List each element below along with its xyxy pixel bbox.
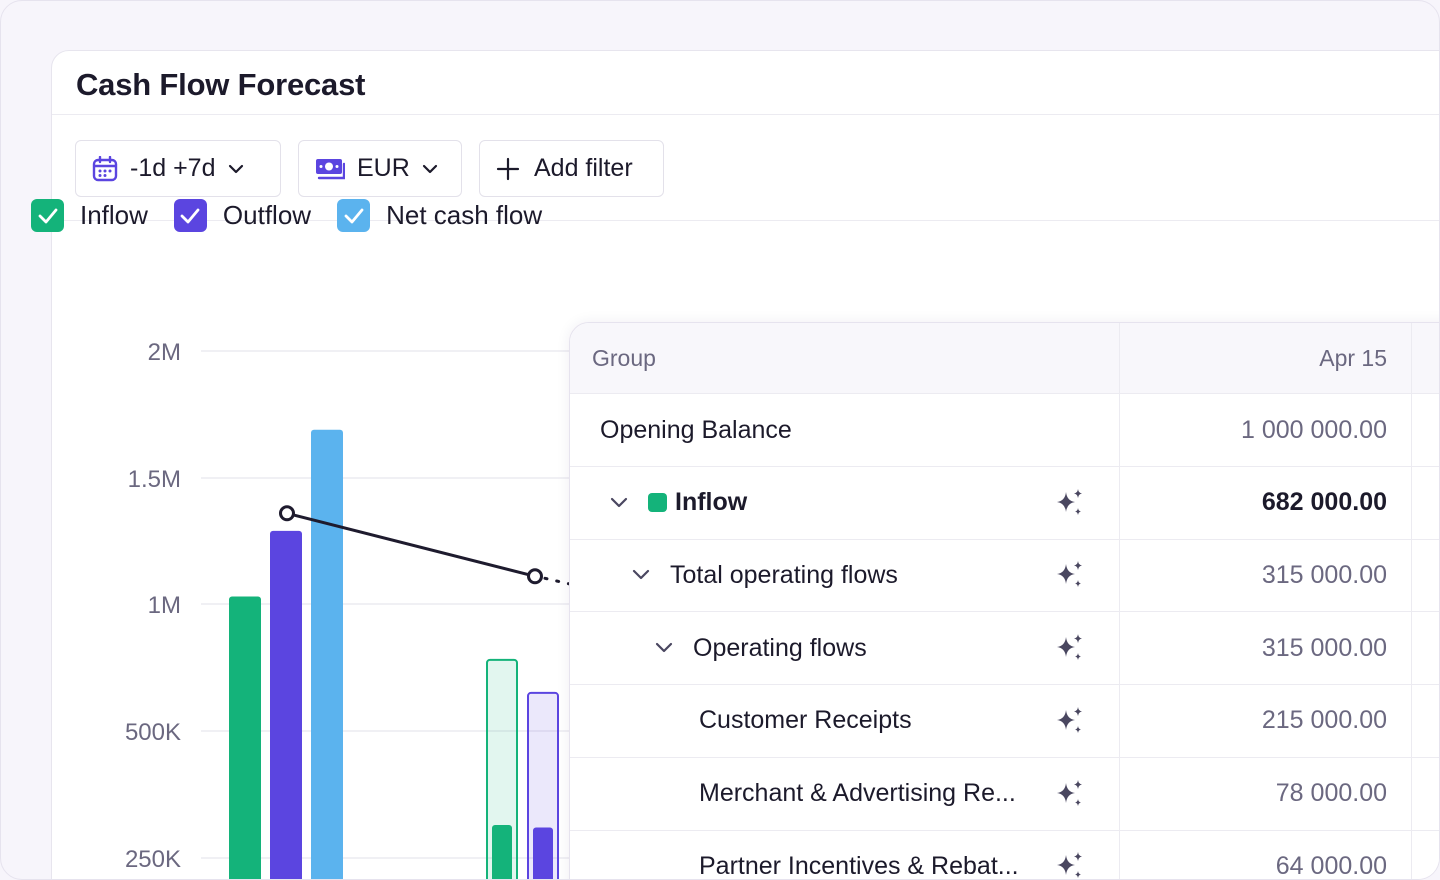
ai-sparkle-icon[interactable] (1054, 778, 1086, 810)
table-row[interactable]: Merchant & Advertising Re... 78 000.00 (570, 757, 1439, 831)
legend-item-inflow[interactable]: Inflow (31, 199, 148, 232)
table-row[interactable]: Operating flows 315 000.00 (570, 612, 1439, 686)
balance-point (279, 505, 295, 522)
legend-item-outflow[interactable]: Outflow (173, 199, 312, 232)
currency-button[interactable]: EUR (298, 140, 462, 197)
add-filter-button[interactable]: Add filter (479, 140, 664, 197)
legend-label-outflow: Outflow (222, 200, 312, 230)
table-row[interactable]: Inflow 682 000.00 (570, 466, 1439, 540)
chevron-down-icon (228, 164, 243, 173)
row-value-cell: 215 000.00 (1120, 684, 1412, 757)
date-range-button[interactable]: -1d +7d (75, 140, 281, 197)
row-label: Inflow (675, 488, 748, 517)
date-range-label: -1d +7d (130, 154, 216, 182)
row-label: Customer Receipts (699, 706, 912, 735)
ai-sparkle-icon[interactable] (1054, 632, 1086, 664)
check-icon (181, 208, 200, 223)
legend-label-inflow: Inflow (80, 200, 148, 230)
banknote-icon (316, 158, 345, 179)
y-tick-label: 1M (148, 592, 181, 619)
row-value-cell: 682 000.00 (1120, 466, 1412, 539)
legend-item-net-cash-flow[interactable]: Net cash flow (337, 199, 542, 232)
row-group-cell: Operating flows (570, 612, 1120, 685)
column-header-date[interactable]: Apr 15 (1120, 323, 1412, 393)
row-label: Partner Incentives & Rebat... (699, 851, 1019, 880)
table-row[interactable]: Total operating flows 315 000.00 (570, 539, 1439, 613)
column-header-group[interactable]: Group (570, 323, 1120, 393)
check-icon (344, 208, 363, 223)
legend-label-net-cash-flow: Net cash flow (386, 200, 543, 230)
card-header: Cash Flow Forecast (52, 51, 1439, 115)
table-row[interactable]: Opening Balance 1 000 000.00 (570, 394, 1439, 467)
check-icon (38, 208, 57, 223)
row-label: Merchant & Advertising Re... (699, 779, 1016, 807)
y-tick-label: 2M (148, 339, 181, 366)
ai-sparkle-icon[interactable] (1054, 705, 1086, 737)
chevron-down-icon[interactable] (655, 642, 673, 654)
row-group-cell: Opening Balance (570, 394, 1120, 466)
y-tick-label: 500K (125, 719, 181, 746)
toolbar: -1d +7d EUR (52, 115, 1439, 221)
checkbox-inflow[interactable] (31, 199, 64, 232)
row-group-cell: Customer Receipts (570, 684, 1120, 757)
calendar-icon (92, 155, 118, 181)
checkbox-outflow[interactable] (173, 199, 207, 232)
balance-point (527, 568, 543, 585)
row-value-cell: 78 000.00 (1120, 757, 1412, 830)
chevron-down-icon[interactable] (632, 569, 650, 581)
balance-line (286, 511, 536, 578)
row-group-cell: Partner Incentives & Rebat... (570, 830, 1120, 880)
add-filter-label: Add filter (534, 154, 633, 182)
table-row[interactable]: Customer Receipts 215 000.00 (570, 684, 1439, 758)
bar-inflow (492, 824, 512, 879)
table-header-row: Group Apr 15 (570, 323, 1439, 394)
bar-outflow (533, 827, 553, 879)
row-label: Operating flows (693, 633, 867, 662)
row-value-cell: 1 000 000.00 (1120, 394, 1412, 466)
bar-inflow (229, 596, 261, 879)
ai-sparkle-icon[interactable] (1054, 850, 1086, 880)
forecast-bar-inflow (486, 658, 518, 879)
ai-sparkle-icon[interactable] (1054, 559, 1086, 591)
row-label: Opening Balance (600, 415, 792, 444)
balance-line-forecast (543, 576, 571, 586)
bar-outflow (270, 530, 302, 879)
page-title: Cash Flow Forecast (76, 67, 366, 102)
row-group-cell: Inflow (570, 466, 1120, 539)
forecast-table: Group Apr 15 Opening Balance 1 000 000.00… (569, 322, 1439, 880)
ai-sparkle-icon[interactable] (1054, 487, 1086, 519)
chevron-down-icon[interactable] (610, 497, 628, 509)
table-row[interactable]: Partner Incentives & Rebat... 64 000.00 (570, 830, 1439, 880)
row-group-cell: Merchant & Advertising Re... (570, 757, 1120, 830)
checkbox-net-cash-flow[interactable] (337, 199, 371, 232)
currency-label: EUR (357, 154, 410, 182)
chart-legend: Inflow Outflow Net cash flow (31, 199, 568, 232)
y-tick-label: 1.5M (128, 466, 181, 493)
row-value-cell: 64 000.00 (1120, 830, 1412, 879)
chevron-down-icon (422, 164, 437, 173)
y-tick-label: 250K (125, 846, 181, 873)
row-group-cell: Total operating flows (570, 539, 1120, 612)
row-label: Total operating flows (670, 560, 898, 589)
plus-icon (496, 157, 520, 180)
bar-net-cash-flow (311, 429, 343, 879)
inflow-swatch (648, 493, 667, 513)
row-value-cell: 315 000.00 (1120, 612, 1412, 685)
row-value-cell: 315 000.00 (1120, 539, 1412, 612)
cash-flow-chart: 2M 1.5M 1M 500K 250K (125, 339, 571, 879)
